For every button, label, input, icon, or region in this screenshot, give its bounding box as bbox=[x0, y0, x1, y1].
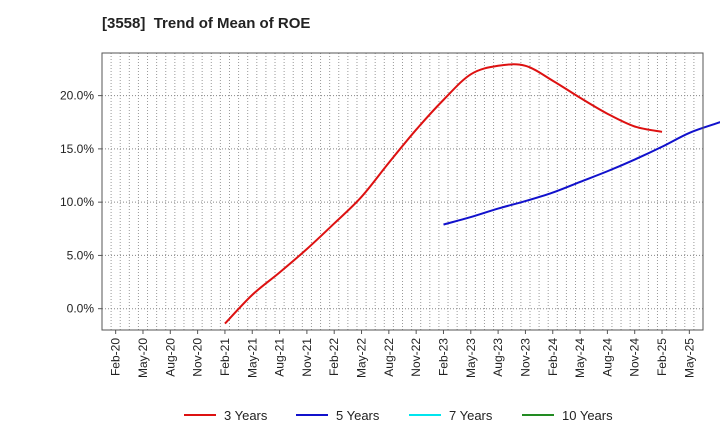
x-tick-label: Aug-20 bbox=[163, 338, 177, 377]
x-tick-label: May-22 bbox=[355, 338, 369, 378]
y-tick-label: 15.0% bbox=[60, 142, 94, 156]
x-tick-label: Aug-23 bbox=[491, 338, 505, 377]
legend-label: 7 Years bbox=[449, 408, 493, 423]
y-tick-label: 0.0% bbox=[67, 302, 95, 316]
y-tick-label: 20.0% bbox=[60, 89, 94, 103]
y-axis-ticks: 0.0% 5.0% 10.0% 15.0% 20.0% bbox=[60, 89, 102, 316]
x-tick-label: May-21 bbox=[245, 338, 259, 378]
x-tick-label: Nov-23 bbox=[518, 338, 532, 377]
x-tick-label: Aug-24 bbox=[600, 338, 614, 377]
x-tick-label: Feb-22 bbox=[327, 338, 341, 376]
legend-label: 10 Years bbox=[562, 408, 613, 423]
legend-label: 5 Years bbox=[336, 408, 380, 423]
x-tick-label: Nov-21 bbox=[300, 338, 314, 377]
x-tick-label: Nov-20 bbox=[191, 338, 205, 377]
x-tick-label: May-24 bbox=[573, 338, 587, 378]
horizontal-gridlines bbox=[102, 95, 703, 310]
x-tick-label: Feb-24 bbox=[546, 338, 560, 376]
legend: 3 Years 5 Years 7 Years 10 Years bbox=[184, 408, 613, 423]
x-tick-label: May-23 bbox=[464, 338, 478, 378]
series-line-5-years bbox=[443, 121, 720, 226]
y-tick-label: 5.0% bbox=[67, 248, 95, 262]
series-line-3-years bbox=[224, 63, 663, 325]
x-tick-label: Nov-24 bbox=[628, 338, 642, 377]
x-tick-label: Nov-22 bbox=[409, 338, 423, 377]
x-tick-label: Feb-25 bbox=[655, 338, 669, 376]
y-tick-label: 10.0% bbox=[60, 195, 94, 209]
x-tick-label: Aug-21 bbox=[273, 338, 287, 377]
x-tick-label: Aug-22 bbox=[382, 338, 396, 377]
series-layer bbox=[224, 63, 720, 325]
x-tick-label: Feb-20 bbox=[109, 338, 123, 376]
plot-border bbox=[101, 52, 704, 331]
chart-title: [3558] Trend of Mean of ROE bbox=[102, 15, 311, 32]
x-tick-label: May-25 bbox=[682, 338, 696, 378]
vertical-gridlines bbox=[110, 53, 695, 330]
x-tick-label: Feb-21 bbox=[218, 338, 232, 376]
x-axis-ticks: Feb-20 May-20 Aug-20 Nov-20 Feb-21 May-21 Aug-… bbox=[109, 330, 696, 378]
x-tick-label: Feb-23 bbox=[436, 338, 450, 376]
x-tick-label: May-20 bbox=[136, 338, 150, 378]
legend-label: 3 Years bbox=[224, 408, 268, 423]
